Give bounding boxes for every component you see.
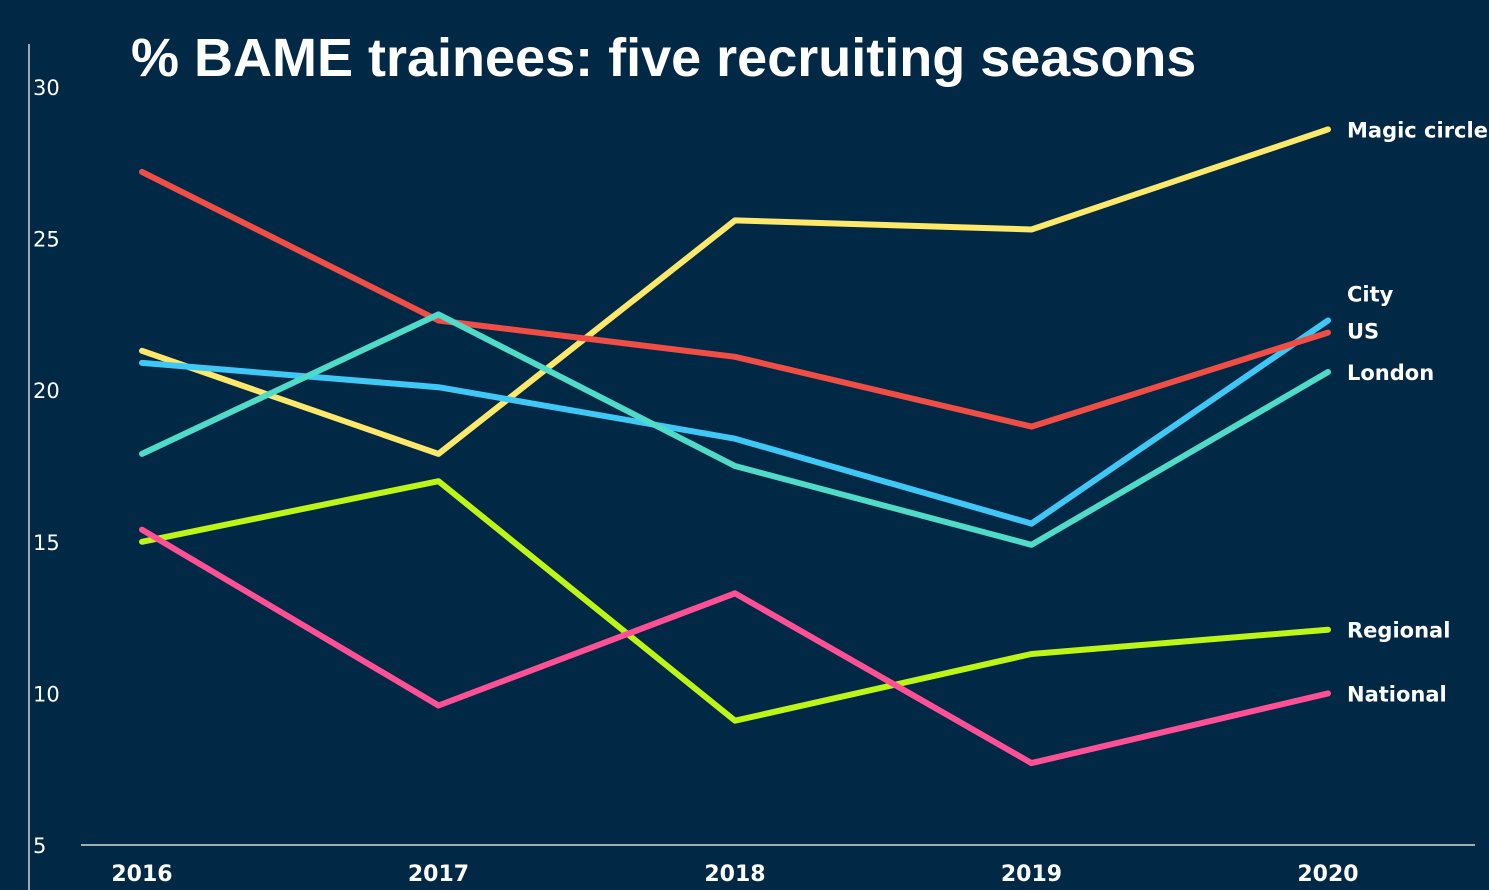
series-label-regional: Regional <box>1347 619 1450 643</box>
series-line-national <box>139 526 1331 767</box>
chart-title: % BAME trainees: five recruiting seasons <box>131 28 1196 88</box>
series-line-city <box>139 317 1331 527</box>
series-line-magic-circle <box>139 126 1331 457</box>
y-tick-labels: 5 10 15 20 25 30 <box>33 76 60 858</box>
y-tick-label: 15 <box>33 531 60 555</box>
series-label-city: City <box>1347 282 1394 306</box>
series-lines <box>139 126 1331 767</box>
x-tick-label: 2016 <box>111 862 172 887</box>
x-tick-label: 2020 <box>1297 862 1358 887</box>
x-tick-labels: 2016 2017 2018 2019 2020 <box>111 862 1358 887</box>
x-tick-label: 2018 <box>704 862 765 887</box>
y-tick-label: 30 <box>33 76 60 100</box>
y-tick-label: 25 <box>33 228 60 252</box>
x-tick-label: 2017 <box>408 862 469 887</box>
y-tick-label: 20 <box>33 379 60 403</box>
series-label-national: National <box>1347 682 1447 706</box>
series-line-london <box>139 311 1331 548</box>
x-tick-label: 2019 <box>1001 862 1062 887</box>
series-label-us: US <box>1347 320 1379 344</box>
series-label-london: London <box>1347 361 1434 385</box>
series-line-us <box>139 168 1331 430</box>
series-label-magic-circle: Magic circle <box>1347 118 1488 142</box>
series-labels: Magic circle City US London Regional National <box>1347 118 1488 706</box>
y-tick-label: 5 <box>33 834 46 858</box>
y-tick-label: 10 <box>33 682 60 706</box>
series-line-regional <box>139 478 1331 724</box>
